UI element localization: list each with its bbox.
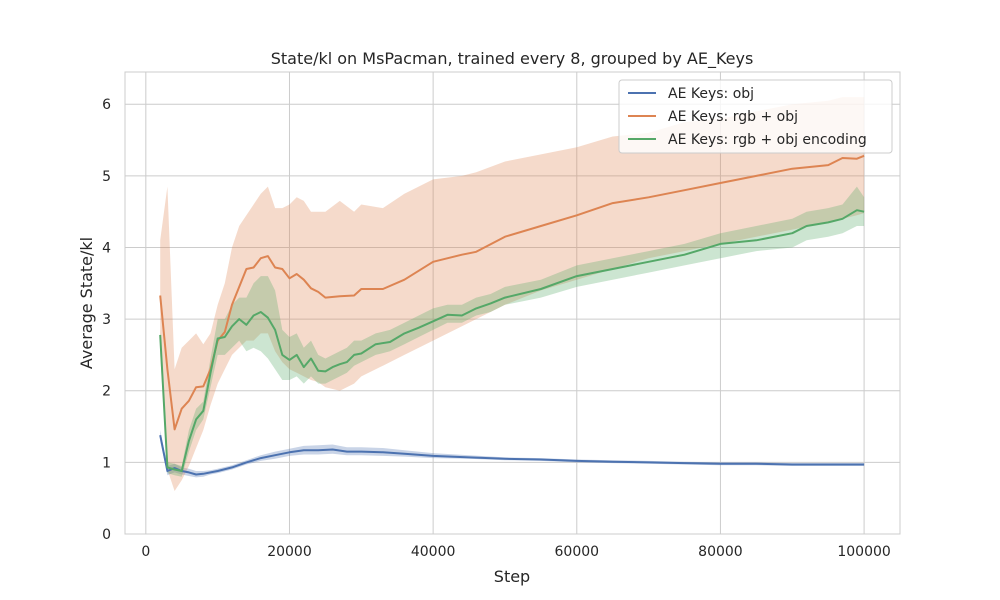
x-axis-label: Step <box>494 567 530 586</box>
line-series-2 <box>159 209 865 472</box>
y-tick-label: 1 <box>102 455 111 471</box>
y-axis-ticks: 0 1 2 3 4 5 6 <box>102 97 111 543</box>
band-series-0 <box>160 430 865 478</box>
line-series-0 <box>159 435 865 476</box>
x-tick-label: 100000 <box>837 544 890 560</box>
series-lines <box>159 154 865 476</box>
legend-box <box>618 79 893 154</box>
band-series-1 <box>160 97 865 491</box>
legend: AE Keys: obj AE Keys: rgb + obj AE Keys: r… <box>618 79 893 154</box>
x-tick-label: 0 <box>141 544 150 560</box>
y-tick-label: 0 <box>102 527 111 543</box>
band-series-2 <box>160 186 865 477</box>
legend-label-0: AE Keys: obj <box>668 86 754 102</box>
y-tick-label: 3 <box>102 312 111 328</box>
y-tick-label: 2 <box>102 384 111 400</box>
x-axis-ticks: 0 20000 40000 60000 80000 100000 <box>141 544 890 560</box>
x-tick-label: 60000 <box>555 544 600 560</box>
y-tick-label: 4 <box>102 240 111 256</box>
x-tick-label: 20000 <box>267 544 312 560</box>
legend-label-2: AE Keys: rgb + obj encoding <box>668 132 867 148</box>
x-tick-label: 40000 <box>411 544 456 560</box>
plot-frame <box>124 71 901 535</box>
legend-label-1: AE Keys: rgb + obj <box>668 109 798 125</box>
confidence-bands <box>160 97 865 491</box>
y-tick-label: 5 <box>102 169 111 185</box>
y-axis-label: Average State/kl <box>77 237 96 369</box>
chart-title: State/kl on MsPacman, trained every 8, g… <box>271 49 754 69</box>
x-tick-label: 80000 <box>698 544 743 560</box>
y-tick-label: 6 <box>102 97 111 113</box>
